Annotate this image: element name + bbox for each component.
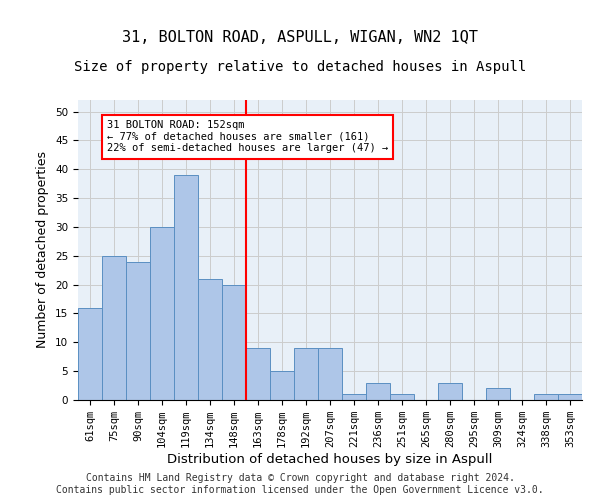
Bar [534, 394, 558, 400]
Text: Contains HM Land Registry data © Crown copyright and database right 2024.
Contai: Contains HM Land Registry data © Crown c… [56, 474, 544, 495]
Bar [438, 382, 462, 400]
Bar [366, 382, 390, 400]
X-axis label: Distribution of detached houses by size in Aspull: Distribution of detached houses by size … [167, 453, 493, 466]
Bar [558, 394, 582, 400]
Bar [246, 348, 270, 400]
Text: Size of property relative to detached houses in Aspull: Size of property relative to detached ho… [74, 60, 526, 74]
Bar [78, 308, 102, 400]
Bar [294, 348, 318, 400]
Text: 31, BOLTON ROAD, ASPULL, WIGAN, WN2 1QT: 31, BOLTON ROAD, ASPULL, WIGAN, WN2 1QT [122, 30, 478, 45]
Bar [318, 348, 342, 400]
Bar [102, 256, 126, 400]
Bar [126, 262, 150, 400]
Bar [342, 394, 366, 400]
Bar [390, 394, 414, 400]
Text: 31 BOLTON ROAD: 152sqm
← 77% of detached houses are smaller (161)
22% of semi-de: 31 BOLTON ROAD: 152sqm ← 77% of detached… [107, 120, 388, 154]
Bar [270, 371, 294, 400]
Bar [174, 175, 198, 400]
Bar [486, 388, 510, 400]
Bar [222, 284, 246, 400]
Bar [198, 279, 222, 400]
Y-axis label: Number of detached properties: Number of detached properties [37, 152, 49, 348]
Bar [150, 227, 174, 400]
